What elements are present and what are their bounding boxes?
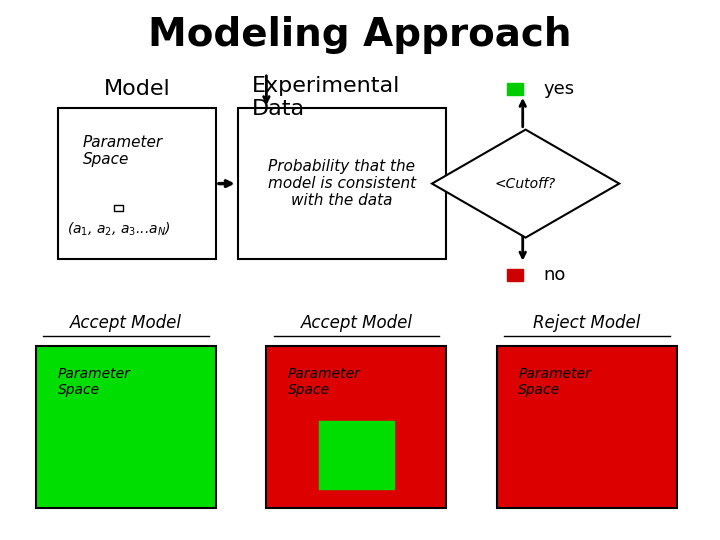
Bar — [266, 346, 446, 508]
Bar — [319, 421, 395, 489]
Bar — [238, 108, 446, 259]
Text: <Cutoff?: <Cutoff? — [495, 177, 557, 191]
Text: Parameter
Space: Parameter Space — [58, 367, 130, 397]
Bar — [507, 83, 523, 95]
Bar — [497, 346, 677, 508]
Text: no: no — [544, 266, 566, 285]
Text: Probability that the
model is consistent
with the data: Probability that the model is consistent… — [268, 159, 416, 208]
Text: Parameter
Space: Parameter Space — [288, 367, 361, 397]
Text: ($a_1$, $a_2$, $a_3$...$a_N$): ($a_1$, $a_2$, $a_3$...$a_N$) — [67, 221, 171, 238]
Text: Model: Model — [104, 79, 170, 99]
Text: Accept Model: Accept Model — [300, 314, 413, 332]
Text: Modeling Approach: Modeling Approach — [148, 16, 572, 54]
Bar — [114, 205, 123, 211]
Polygon shape — [432, 130, 619, 238]
Text: Reject Model: Reject Model — [533, 314, 641, 332]
Bar — [36, 346, 216, 508]
Bar — [58, 108, 216, 259]
Text: Parameter
Space: Parameter Space — [518, 367, 591, 397]
Text: yes: yes — [544, 80, 575, 98]
Bar — [507, 269, 523, 281]
Text: Accept Model: Accept Model — [70, 314, 182, 332]
Text: Experimental
Data: Experimental Data — [252, 76, 400, 119]
Text: Parameter
Space: Parameter Space — [83, 135, 163, 167]
